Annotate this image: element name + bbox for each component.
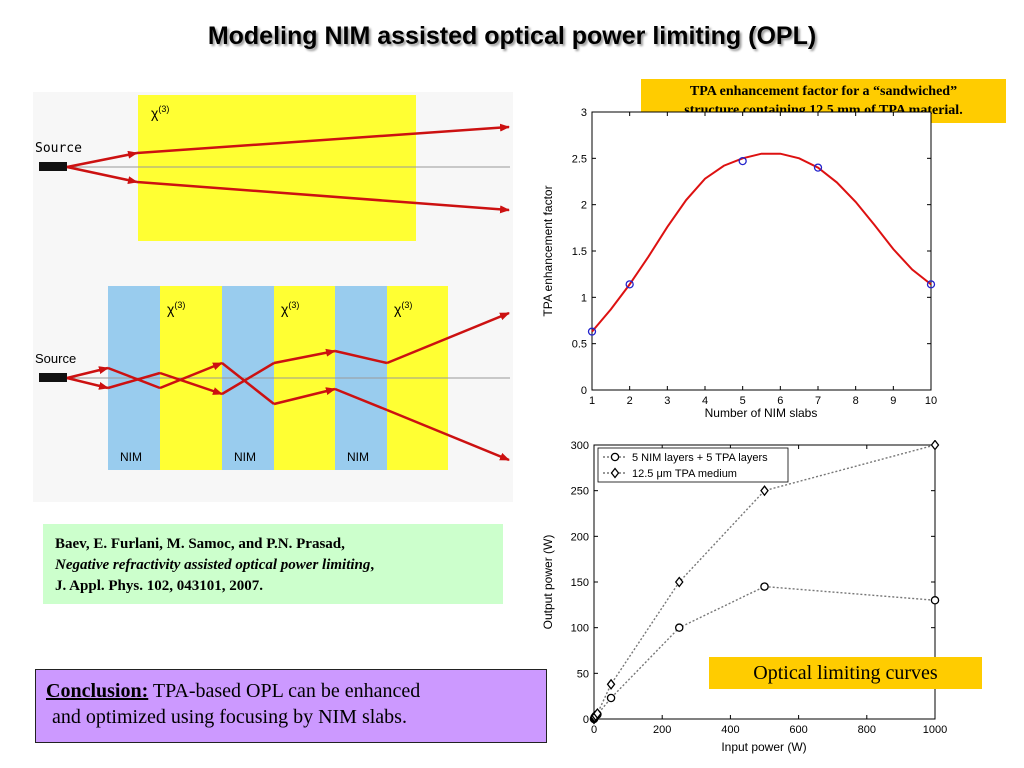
chi3-label-2: χ(3) xyxy=(281,300,299,317)
chart1-ytick-label: 3 xyxy=(581,107,587,119)
chart1-data-point xyxy=(738,156,747,166)
chart1-ylabel: TPA enhancement factor xyxy=(541,185,555,316)
chart2-diamond-point xyxy=(606,678,616,690)
chi3-label-top: χ(3) xyxy=(151,104,169,121)
tpa-enhancement-chart: 1 2 3 4 5 6 7 8 9 10 0 0.5 1 1.5 2 2.5 3 Number of NIM s… xyxy=(541,107,937,420)
chart2-diamond-point xyxy=(593,707,602,720)
chart2-ytick-label: 200 xyxy=(571,531,589,543)
chart2-ytick-label: 250 xyxy=(571,486,589,498)
chart2-circle-point xyxy=(674,623,684,632)
tpa-caption-line1: TPA enhancement factor for a “sandwiched… xyxy=(689,84,958,99)
chart2-diamond-point xyxy=(674,576,684,588)
conclusion-label: Conclusion: xyxy=(46,680,149,702)
conclusion-text: TPA-based OPL can be enhanced xyxy=(152,680,421,702)
optical-limiting-chart: 0 200 400 600 800 1000 0 50 100 150 200 250 300 5 NI… xyxy=(541,440,947,754)
conclusion-box: Conclusion: TPA-based OPL can be enhance… xyxy=(35,669,547,743)
chart2-xtick-label: 600 xyxy=(789,724,807,736)
chart1-xtick-label: 6 xyxy=(777,395,783,407)
chart1-ytick-label: 1 xyxy=(581,292,587,304)
chart1-data-point xyxy=(813,163,823,172)
chart2-ytick-label: 50 xyxy=(577,668,589,680)
chart2-circle-point xyxy=(930,596,940,605)
chart2-xlabel: Input power (W) xyxy=(721,740,806,754)
chart2-circle-point xyxy=(606,693,616,703)
nim-label-1: NIM xyxy=(120,450,142,464)
chart2-xtick-label: 1000 xyxy=(923,724,947,736)
chart1-data-point xyxy=(587,327,597,336)
chart1-fit-curve xyxy=(591,152,932,333)
chart1-xlabel: Number of NIM slabs xyxy=(705,406,818,420)
chart1-xtick-label: 8 xyxy=(853,395,859,407)
chart2-xtick-label: 0 xyxy=(591,724,597,736)
reference-comma: , xyxy=(370,557,375,573)
chart1-xtick-label: 1 xyxy=(589,395,595,407)
chart2-xtick-label: 400 xyxy=(721,724,739,736)
chart2-legend: 5 NIM layers + 5 TPA layers 12.5 μm TPA … xyxy=(597,447,789,483)
legend-entry-2: 12.5 μm TPA medium xyxy=(632,468,737,480)
chart1-ytick-label: 0 xyxy=(581,385,587,397)
tpa-medium-block xyxy=(138,95,416,241)
slide-title: Modeling NIM assisted optical power limi… xyxy=(207,22,817,50)
chart1-plot-area xyxy=(591,111,932,391)
source-label-top: Source xyxy=(35,141,82,156)
legend-circle-marker xyxy=(610,452,620,462)
legend-diamond-marker xyxy=(610,467,620,479)
chart1-ytick-label: 2.5 xyxy=(572,153,587,165)
chart1-xtick-label: 9 xyxy=(890,395,896,407)
source-label-bottom: Source xyxy=(35,351,76,366)
chart1-xtick-label: 4 xyxy=(702,395,708,407)
beam-bottom xyxy=(66,311,510,462)
reference-citation: Baev, E. Furlani, M. Samoc, and P.N. Pra… xyxy=(43,524,503,604)
chart1-ytick-label: 0.5 xyxy=(572,339,587,351)
reference-journal: J. Appl. Phys. 102, 043101, 2007. xyxy=(55,578,263,594)
nim-label-3: NIM xyxy=(347,450,369,464)
chart1-data-point xyxy=(625,280,634,289)
nim-label-2: NIM xyxy=(234,450,256,464)
chart2-ytick-label: 100 xyxy=(571,623,589,635)
source-emitter-bottom xyxy=(39,373,67,382)
reference-paper-title: Negative refractivity assisted optical p… xyxy=(55,557,371,573)
chart1-xtick-label: 3 xyxy=(664,395,670,407)
chart2-diamond-point xyxy=(930,440,940,451)
chart2-ylabel: Output power (W) xyxy=(541,535,555,630)
beam-top xyxy=(66,123,510,214)
chart2-xtick-label: 200 xyxy=(653,724,671,736)
chart1-xtick-label: 5 xyxy=(740,395,746,407)
opl-diagram: Source χ(3) Source χ(3) χ(3) χ(3) NIM NI… xyxy=(33,92,513,502)
chi3-label-1: χ(3) xyxy=(167,300,185,317)
source-emitter-top xyxy=(39,162,67,171)
chart1-ytick-label: 2 xyxy=(581,200,587,212)
chi3-label-3: χ(3) xyxy=(394,300,412,317)
reference-authors: Baev, E. Furlani, M. Samoc, and P.N. Pra… xyxy=(55,536,345,552)
chart2-ytick-label: 300 xyxy=(571,440,589,452)
optical-limiting-caption: Optical limiting curves xyxy=(709,657,982,689)
chart2-ytick-label: 150 xyxy=(571,577,589,589)
chart2-diamond-point xyxy=(760,485,769,497)
chart2-circle-point xyxy=(760,582,769,591)
chart1-ytick-label: 1.5 xyxy=(572,246,587,258)
chart2-xtick-label: 800 xyxy=(858,724,876,736)
chart1-xtick-label: 7 xyxy=(815,395,821,407)
chart2-ytick-label: 0 xyxy=(583,714,589,726)
legend-entry-1: 5 NIM layers + 5 TPA layers xyxy=(632,452,768,464)
conclusion-text-2: and optimized using focusing by NIM slab… xyxy=(52,706,407,728)
chart1-data-point xyxy=(926,280,936,289)
chart1-xtick-label: 2 xyxy=(627,395,633,407)
chart1-xtick-label: 10 xyxy=(925,395,937,407)
